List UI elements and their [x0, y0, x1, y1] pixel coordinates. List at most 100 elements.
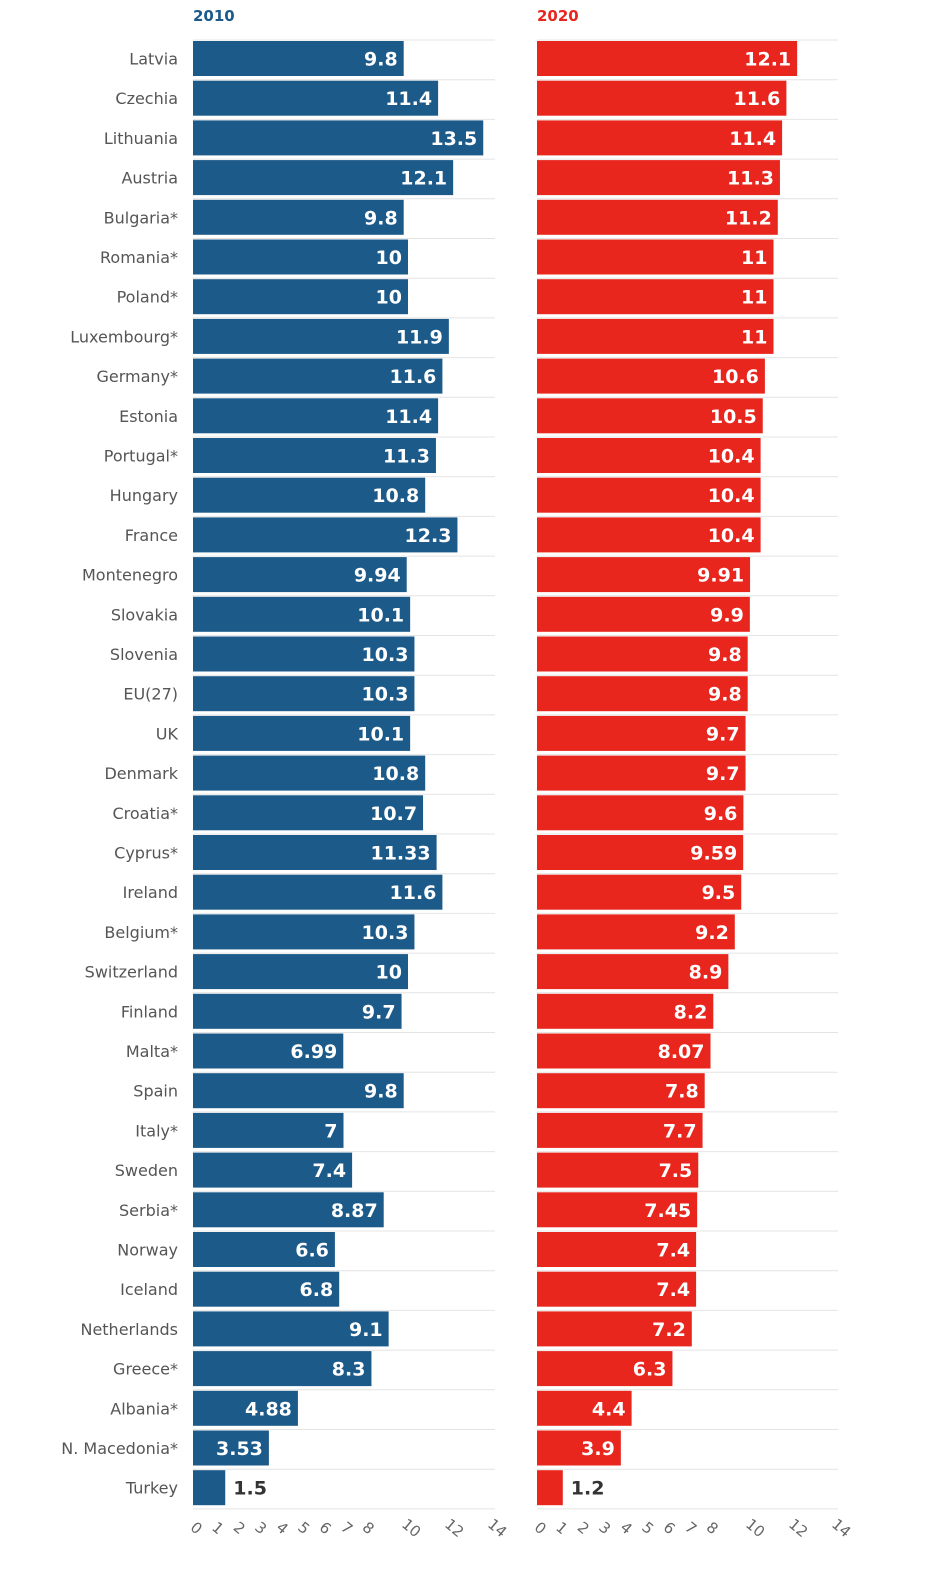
category-label: Czechia	[115, 89, 178, 108]
bar-value-label: 11.4	[385, 88, 432, 110]
category-label: Spain	[133, 1082, 178, 1101]
x-tick-label: 8	[703, 1518, 722, 1538]
bar	[193, 1311, 389, 1347]
bar	[193, 676, 415, 712]
category-label: Albania*	[110, 1399, 178, 1418]
bar	[537, 676, 748, 712]
bar-value-label: 7.5	[659, 1160, 693, 1182]
category-label: Greece*	[113, 1360, 178, 1379]
bar-value-label: 10	[376, 962, 402, 984]
bar	[537, 636, 748, 672]
bar-value-label: 10.3	[362, 644, 409, 666]
bar	[193, 1271, 340, 1307]
bar	[193, 1192, 384, 1228]
series-title: 2010	[193, 7, 235, 25]
bar	[193, 160, 454, 196]
x-tick-label: 14	[484, 1515, 510, 1541]
bar-value-label: 6.99	[290, 1041, 337, 1063]
bar	[537, 279, 774, 315]
bar-value-label: 11.3	[383, 446, 430, 468]
bar-value-label: 11.3	[727, 168, 774, 190]
category-label: Ireland	[123, 883, 178, 902]
bar-value-label: 11.6	[734, 88, 781, 110]
x-tick-label: 0	[531, 1518, 550, 1538]
bar	[193, 636, 415, 672]
bar	[193, 398, 439, 434]
x-tick-label: 6	[316, 1518, 335, 1538]
bar-value-label: 9.8	[364, 49, 398, 71]
bar-value-label: 12.1	[744, 49, 791, 71]
bar	[193, 1232, 335, 1267]
bar-value-label: 7.2	[652, 1319, 686, 1341]
bar	[193, 1152, 353, 1188]
category-label: Bulgaria*	[104, 208, 178, 227]
x-tick-label: 4	[273, 1518, 292, 1538]
category-label: Belgium*	[104, 923, 178, 942]
x-tick-label: 1	[552, 1518, 571, 1538]
bar	[537, 1192, 698, 1228]
bar	[193, 358, 443, 394]
bar	[537, 835, 744, 870]
bar-value-label: 1.5	[233, 1478, 267, 1500]
bar	[537, 1073, 705, 1109]
x-tick-label: 2	[574, 1518, 593, 1538]
x-tick-label: 10	[742, 1515, 768, 1541]
bar-value-label: 10	[376, 287, 402, 309]
bar	[193, 755, 426, 791]
category-label: Croatia*	[112, 804, 178, 823]
bar-value-label: 10.4	[708, 485, 755, 507]
bar-value-label: 7.8	[665, 1081, 699, 1103]
bar-value-label: 7.45	[644, 1200, 691, 1222]
bar-value-label: 7.4	[312, 1160, 346, 1182]
category-label: Hungary	[110, 486, 178, 505]
x-tick-label: 3	[595, 1518, 614, 1538]
bar-value-label: 8.2	[674, 1001, 708, 1023]
bar	[537, 993, 714, 1029]
bar-value-label: 7.4	[656, 1240, 690, 1262]
bar-value-label: 11	[741, 247, 767, 269]
bar	[193, 1112, 344, 1148]
bar	[537, 199, 778, 235]
bar-value-label: 10.1	[357, 604, 404, 626]
bar	[193, 1351, 372, 1387]
bar-value-label: 10.4	[708, 446, 755, 468]
bar-value-label: 11	[741, 326, 767, 348]
bar-value-label: 10.1	[357, 723, 404, 745]
category-label: Lithuania	[104, 129, 178, 148]
category-label: Romania*	[100, 248, 178, 267]
bar-value-label: 8.87	[331, 1200, 378, 1222]
bar-value-label: 9.8	[364, 207, 398, 229]
bar	[537, 874, 742, 910]
bar-value-label: 7	[324, 1120, 337, 1142]
bar	[193, 1430, 269, 1466]
bar-value-label: 6.3	[633, 1359, 667, 1381]
category-label: Austria	[121, 169, 178, 188]
bar	[193, 1470, 226, 1506]
bar-value-label: 3.9	[581, 1438, 615, 1460]
bar-value-label: 11.4	[729, 128, 776, 150]
category-label: Finland	[121, 1002, 178, 1021]
bar-value-label: 11.6	[390, 882, 437, 904]
bar	[537, 1430, 621, 1466]
bar	[193, 438, 436, 473]
bar-value-label: 9.2	[695, 922, 729, 944]
bar-value-label: 8.3	[332, 1359, 366, 1381]
bar	[537, 41, 798, 76]
x-tick-label: 5	[638, 1518, 657, 1538]
bar	[537, 80, 787, 116]
bar-value-label: 10.8	[372, 763, 419, 785]
bar-value-label: 9.91	[697, 565, 744, 587]
category-label: UK	[156, 724, 179, 743]
bar	[537, 358, 765, 394]
bar	[537, 517, 761, 553]
bar	[193, 795, 424, 831]
category-label: Iceland	[120, 1280, 178, 1299]
bar	[193, 517, 458, 553]
bar-value-label: 11.9	[396, 326, 443, 348]
bar-value-label: 1.2	[571, 1478, 605, 1500]
bar-value-label: 3.53	[216, 1438, 263, 1460]
bar-value-label: 10	[376, 247, 402, 269]
bar-value-label: 13.5	[430, 128, 477, 150]
bar-value-label: 10.3	[362, 922, 409, 944]
bar	[193, 954, 408, 990]
